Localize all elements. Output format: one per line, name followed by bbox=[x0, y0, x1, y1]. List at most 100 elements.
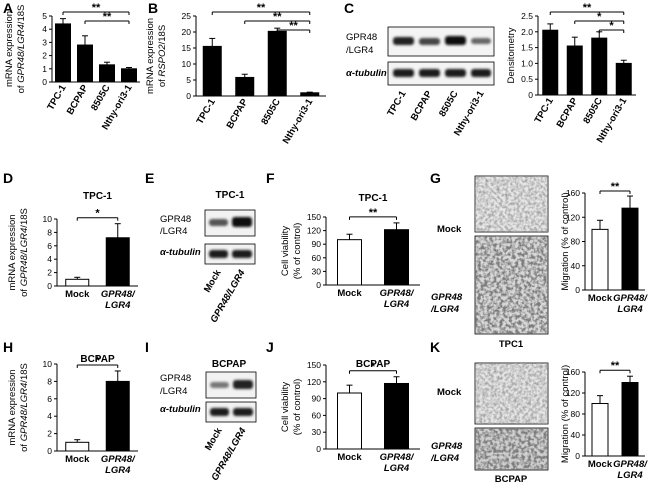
chart-d-tick-label: 2 bbox=[47, 268, 52, 278]
chart-a-tick-label: 5 bbox=[42, 11, 47, 21]
chart-d-y-axis-label: mRNA expression bbox=[7, 214, 18, 290]
blot-i-band-tub-oe bbox=[233, 408, 253, 416]
chart-j-tick-label: 60 bbox=[312, 410, 322, 420]
blot-c-row-label-gpr48: GPR48 bbox=[346, 32, 377, 43]
panel-label-g: G bbox=[430, 170, 441, 186]
chart-j-bar bbox=[337, 392, 362, 450]
chart-k-tick-label: 160 bbox=[566, 367, 580, 377]
chart-b-category-label: Nthy-ori3-1 bbox=[281, 96, 316, 146]
chart-c-bar bbox=[591, 37, 608, 96]
chart-b-tick-label: 15 bbox=[182, 43, 192, 53]
chart-d-tick-label: 0 bbox=[47, 281, 52, 291]
panel-label-b: B bbox=[148, 0, 158, 16]
blot-i-row-label-gpr48: GPR48 bbox=[160, 373, 191, 384]
chart-d-tick-label: 4 bbox=[47, 254, 52, 264]
chart-c-tick-label: 1.0 bbox=[521, 58, 533, 68]
blot-c-lane-label: 8505C bbox=[437, 89, 461, 119]
chart-h-category-label: Mock bbox=[65, 454, 90, 465]
western-blot-c: GPR48 /LGR4 α-tubulin TPC-1 BCPAP 8505C … bbox=[346, 26, 495, 138]
chart-d-category-label: LGR4 bbox=[105, 300, 131, 311]
blot-i-lane-label-mock: Mock bbox=[203, 425, 225, 452]
chart-g-category-label: Mock bbox=[588, 293, 613, 304]
chart-f-category-label: LGR4 bbox=[384, 299, 410, 310]
chart-j-tick-label: 90 bbox=[312, 394, 322, 404]
chart-b-tick-label: 20 bbox=[182, 27, 192, 37]
chart-f-tick-label: 90 bbox=[312, 239, 322, 249]
chart-a-sig-label: ** bbox=[92, 2, 101, 14]
blot-c-lane-label: BCPAP bbox=[409, 88, 435, 122]
chart-c-category-label: TPC-1 bbox=[533, 95, 557, 125]
chart-h-tick-label: 2 bbox=[47, 429, 52, 439]
chart-h-tick-label: 10 bbox=[43, 359, 53, 369]
chart-h-sig-label: * bbox=[95, 355, 100, 367]
chart-a-category-label: BCPAP bbox=[65, 82, 91, 116]
chart-d-category-label: Mock bbox=[65, 289, 90, 300]
chart-b-tick-label: 0 bbox=[186, 91, 191, 101]
chart-b-y-axis-label: of RSPO2/18S bbox=[157, 25, 168, 87]
chart-f-tick-label: 150 bbox=[307, 212, 321, 222]
chart-c-bar bbox=[542, 29, 559, 96]
blot-e-band-tub-mock bbox=[209, 250, 228, 258]
chart-b-category-label: BCPAP bbox=[225, 96, 251, 130]
chart-f-y-axis-label: (% of control) bbox=[292, 223, 303, 280]
chart-c-sig-label: * bbox=[609, 20, 614, 32]
chart-h-bar bbox=[105, 380, 130, 452]
blot-e-band-gpr48-mock bbox=[209, 219, 228, 226]
chart-a-bar bbox=[55, 23, 71, 83]
chart-f-bar: 0 30 60 90 120 150 Cell viability (% of control… bbox=[280, 193, 420, 310]
chart-k-category-label: LGR4 bbox=[617, 470, 643, 481]
migration-micrographs-k: Mock GPR48 /LGR4 BCPAP bbox=[430, 362, 549, 485]
chart-g-bar bbox=[591, 228, 609, 291]
blot-c-band-tub-1 bbox=[393, 69, 414, 77]
micro-k-caption: BCPAP bbox=[495, 474, 528, 485]
chart-j-y-axis-label: (% of control) bbox=[292, 379, 303, 436]
chart-c-sig-label: * bbox=[597, 11, 602, 23]
chart-b-bar bbox=[267, 30, 287, 97]
chart-k-bar bbox=[591, 403, 609, 457]
chart-f-tick-label: 30 bbox=[312, 266, 322, 276]
chart-j-category-label: GPR48/ bbox=[380, 452, 415, 463]
chart-h-bar bbox=[65, 441, 90, 452]
chart-d-sig-label: * bbox=[95, 208, 100, 220]
chart-c-tick-label: 0.5 bbox=[521, 74, 533, 84]
micro-k-mock-cells bbox=[475, 363, 548, 424]
chart-d-tick-label: 10 bbox=[43, 214, 53, 224]
blot-e-lane-label-mock: Mock bbox=[202, 267, 224, 294]
panel-label-h: H bbox=[3, 339, 13, 355]
chart-a-tick-label: 0 bbox=[42, 77, 47, 87]
chart-d-y-axis-label: of GPR48/LGR4/18S bbox=[19, 208, 30, 297]
chart-h-title: BCPAP bbox=[80, 354, 115, 365]
blot-c-band-gpr48-2 bbox=[419, 38, 440, 45]
chart-j-tick-label: 30 bbox=[312, 427, 322, 437]
chart-g-tick-label: 80 bbox=[571, 237, 581, 247]
chart-a-category-label: TPC-1 bbox=[45, 82, 69, 112]
chart-d-tick-label: 6 bbox=[47, 241, 52, 251]
chart-a-category-label: 8505C bbox=[89, 83, 113, 113]
micro-k-label-mock: Mock bbox=[437, 387, 462, 398]
chart-g-tick-label: 0 bbox=[575, 285, 580, 295]
blot-i-band-gpr48-oe bbox=[233, 380, 253, 389]
blot-c-band-tub-2 bbox=[419, 69, 440, 77]
panel-label-c: C bbox=[344, 0, 354, 16]
micro-g-caption: TPC1 bbox=[499, 339, 524, 350]
chart-d-bar bbox=[65, 278, 90, 287]
blot-e-row-label-tubulin: α-tubulin bbox=[160, 247, 201, 258]
chart-c-bar bbox=[566, 45, 583, 96]
chart-a-tick-label: 4 bbox=[42, 24, 47, 34]
chart-f-category-label: Mock bbox=[337, 288, 362, 299]
chart-c-bar bbox=[615, 62, 632, 96]
chart-c-y-axis-label: Densitometry bbox=[506, 27, 517, 83]
chart-d-category-label: GPR48/ bbox=[101, 289, 136, 300]
chart-g-bar bbox=[621, 207, 639, 291]
chart-g-y-axis-label: Migration (% of control) bbox=[560, 192, 571, 290]
blot-c-lane-label: TPC-1 bbox=[385, 88, 409, 118]
blot-e-tubulin-membrane bbox=[204, 243, 256, 265]
chart-g-category-label: GPR48/ bbox=[613, 293, 648, 304]
micro-k-gpr48-cells bbox=[475, 428, 548, 470]
panel-label-f: F bbox=[266, 170, 275, 186]
micro-g-label-mock: Mock bbox=[437, 224, 462, 235]
